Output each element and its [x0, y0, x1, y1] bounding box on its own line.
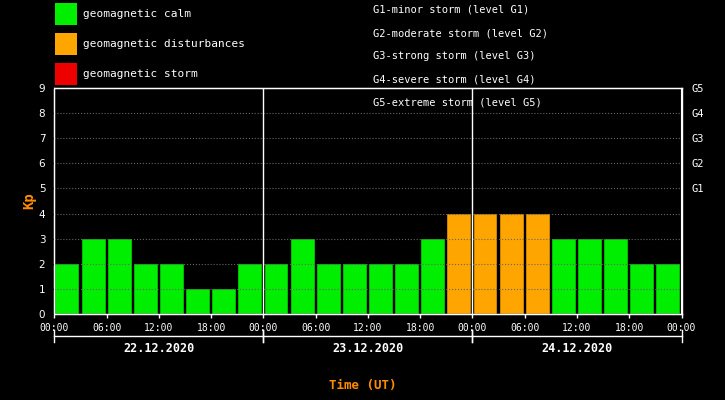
Bar: [395, 264, 419, 314]
Text: geomagnetic calm: geomagnetic calm: [83, 9, 191, 19]
Bar: [500, 214, 523, 314]
Bar: [134, 264, 158, 314]
Text: G4-severe storm (level G4): G4-severe storm (level G4): [373, 74, 536, 85]
Y-axis label: Kp: Kp: [22, 193, 36, 209]
Text: geomagnetic storm: geomagnetic storm: [83, 69, 198, 79]
Bar: [552, 239, 576, 314]
Bar: [630, 264, 654, 314]
Bar: [82, 239, 106, 314]
Text: G2-moderate storm (level G2): G2-moderate storm (level G2): [373, 28, 548, 38]
Text: 23.12.2020: 23.12.2020: [332, 342, 404, 354]
Bar: [473, 214, 497, 314]
Bar: [291, 239, 315, 314]
Bar: [108, 239, 132, 314]
Bar: [343, 264, 367, 314]
Bar: [186, 289, 210, 314]
Bar: [212, 289, 236, 314]
Bar: [56, 264, 80, 314]
Bar: [160, 264, 184, 314]
Text: geomagnetic disturbances: geomagnetic disturbances: [83, 39, 245, 49]
Text: 24.12.2020: 24.12.2020: [542, 342, 613, 354]
Bar: [421, 239, 445, 314]
Bar: [447, 214, 471, 314]
Bar: [317, 264, 341, 314]
Bar: [265, 264, 289, 314]
Bar: [656, 264, 680, 314]
Bar: [526, 214, 550, 314]
Text: G1-minor storm (level G1): G1-minor storm (level G1): [373, 5, 530, 15]
Text: 22.12.2020: 22.12.2020: [123, 342, 194, 354]
Text: G3-strong storm (level G3): G3-strong storm (level G3): [373, 51, 536, 61]
Bar: [683, 239, 707, 314]
Text: Time (UT): Time (UT): [328, 379, 397, 392]
Bar: [604, 239, 628, 314]
Text: G5-extreme storm (level G5): G5-extreme storm (level G5): [373, 98, 542, 108]
Bar: [369, 264, 393, 314]
Bar: [239, 264, 262, 314]
Bar: [578, 239, 602, 314]
